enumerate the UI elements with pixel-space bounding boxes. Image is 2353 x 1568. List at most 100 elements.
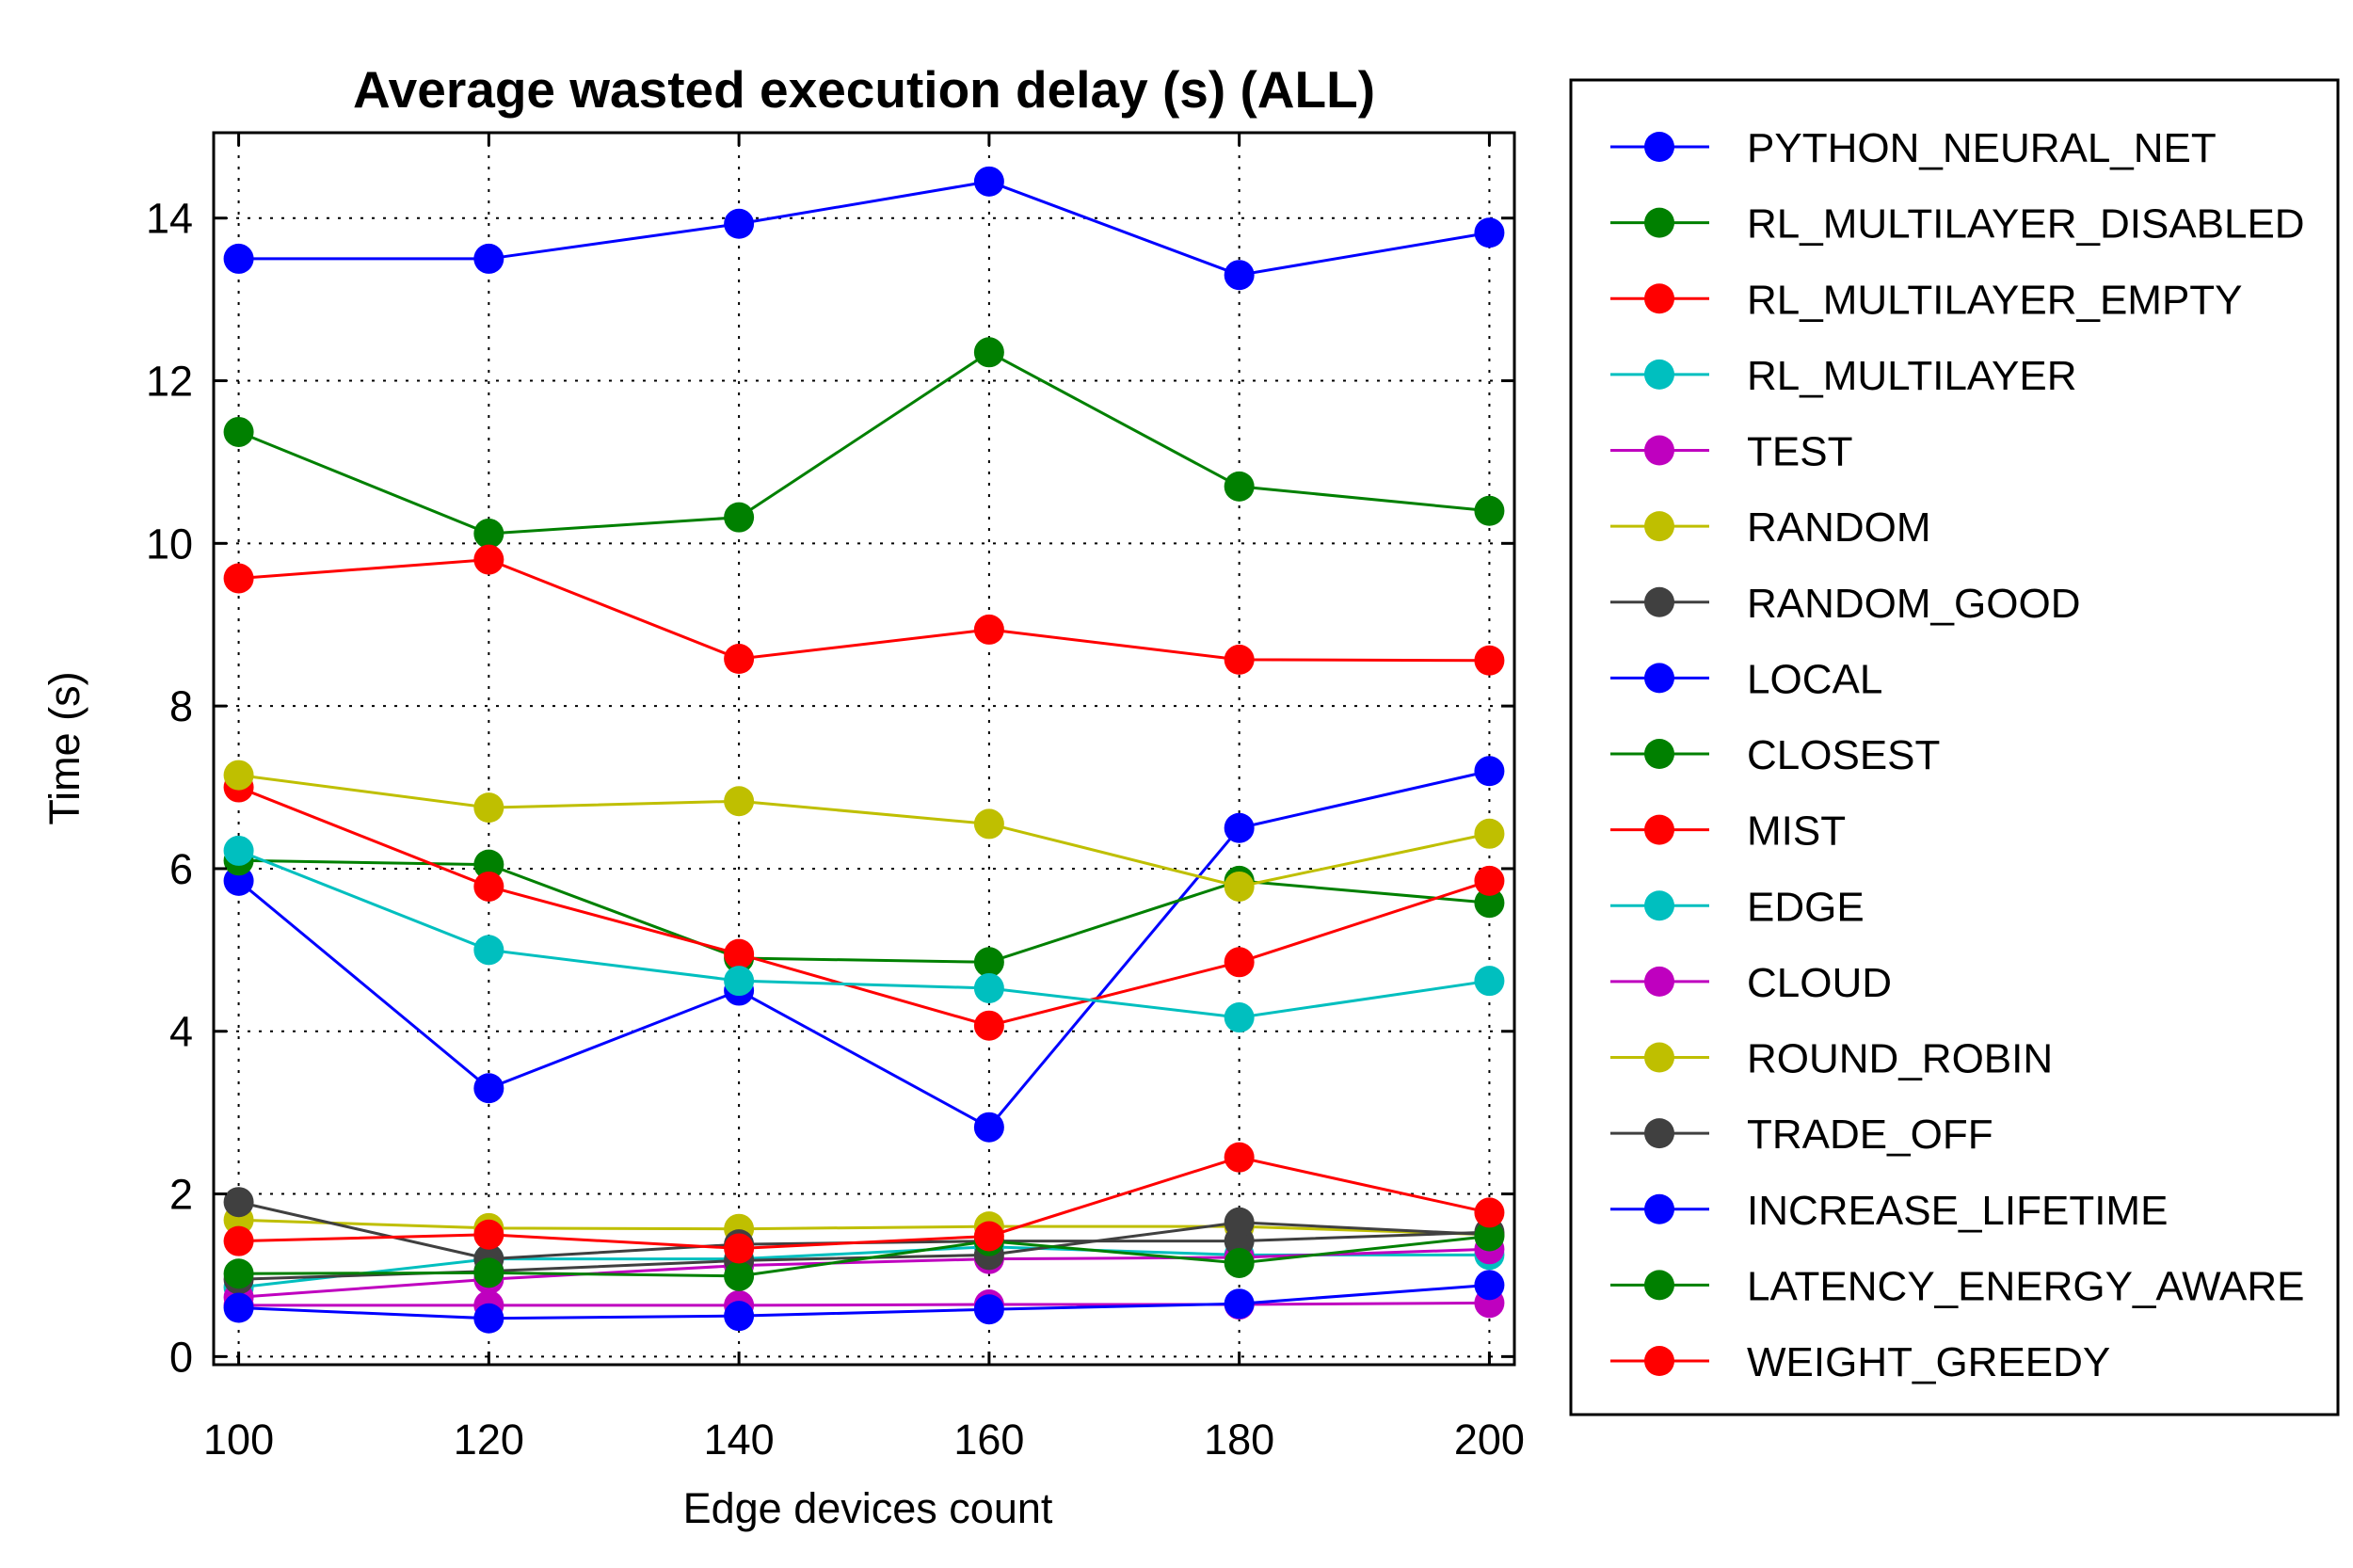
axis-ticks: 100 120 140 160 180 200 0 2 4 6 8 10 12 14 (146, 133, 1525, 1464)
series (223, 337, 1505, 549)
legend-entry: LOCAL (1610, 656, 1882, 702)
series-line (238, 858, 1490, 964)
data-point (1224, 1247, 1255, 1278)
data-point (973, 337, 1004, 368)
y-tick-label: 4 (169, 1008, 193, 1056)
x-tick-label: 180 (1204, 1416, 1274, 1464)
y-tick-label: 2 (169, 1171, 193, 1219)
legend-entry: CLOSEST (1610, 732, 1940, 778)
legend-marker (1644, 511, 1674, 542)
y-tick-label: 12 (146, 358, 193, 406)
data-point (1474, 1270, 1505, 1301)
legend-marker (1644, 739, 1674, 769)
data-point (1224, 947, 1255, 978)
legend-marker (1644, 283, 1674, 314)
data-point (1474, 756, 1505, 787)
data-point (223, 243, 254, 274)
series (223, 845, 1505, 978)
data-point (1224, 260, 1255, 291)
legend-entry: RANDOM_GOOD (1610, 581, 2080, 627)
legend-label: MIST (1747, 808, 1846, 855)
data-point (473, 1303, 504, 1334)
y-tick-label: 10 (146, 520, 193, 568)
data-point (973, 166, 1004, 197)
legend-entry: MIST (1610, 808, 1846, 855)
legend-marker (1644, 1346, 1674, 1376)
legend-label: RL_MULTILAYER (1747, 353, 2076, 399)
legend-label: PYTHON_NEURAL_NET (1747, 125, 2217, 171)
series-line (238, 1221, 1490, 1281)
data-point (1474, 865, 1505, 896)
legend-marker (1644, 814, 1674, 845)
data-point (473, 871, 504, 902)
data-point (724, 502, 755, 533)
legend-marker (1644, 890, 1674, 921)
legend-label: LATENCY_ENERGY_AWARE (1747, 1263, 2305, 1309)
series-line (238, 774, 1490, 888)
data-point (473, 243, 504, 274)
x-tick-label: 120 (454, 1416, 524, 1464)
data-point (223, 416, 254, 447)
data-point (223, 1258, 254, 1289)
gridlines (214, 133, 1514, 1365)
legend-entry: RL_MULTILAYER (1610, 353, 2076, 399)
legend-marker (1644, 663, 1674, 694)
legend: PYTHON_NEURAL_NET RL_MULTILAYER_DISABLED R… (1569, 78, 2340, 1416)
data-point (473, 544, 504, 575)
series-line (238, 786, 1490, 1028)
data-point (473, 1257, 504, 1288)
data-point (1474, 645, 1505, 676)
data-point (724, 786, 755, 817)
series (223, 772, 1505, 1041)
data-point (724, 966, 755, 997)
data-point (223, 760, 254, 791)
legend-label: RL_MULTILAYER_DISABLED (1747, 201, 2305, 248)
data-point (1474, 818, 1505, 849)
legend-label: ROUND_ROBIN (1747, 1036, 2053, 1082)
legend-marker (1644, 586, 1674, 617)
legend-label: EDGE (1747, 884, 1865, 930)
y-tick-label: 8 (169, 682, 193, 730)
data-point (973, 1221, 1004, 1252)
data-point (973, 947, 1004, 978)
legend-marker (1644, 1193, 1674, 1224)
series-line (238, 1247, 1490, 1299)
data-point (1474, 217, 1505, 248)
legend-entry: WEIGHT_GREEDY (1610, 1339, 2110, 1385)
series (223, 544, 1505, 676)
legend-marker (1644, 435, 1674, 466)
data-point (724, 938, 755, 969)
legend-entry: RL_MULTILAYER_DISABLED (1610, 201, 2305, 248)
legend-marker (1644, 132, 1674, 162)
series-line (238, 1301, 1490, 1307)
series-line (238, 1218, 1490, 1237)
legend-entry: INCREASE_LIFETIME (1610, 1188, 2168, 1234)
chart-title: Average wasted execution delay (s) (ALL) (353, 60, 1375, 119)
y-tick-label: 14 (146, 195, 193, 243)
data-point (223, 835, 254, 866)
legend-marker (1644, 207, 1674, 238)
data-point (1224, 644, 1255, 675)
legend-label: CLOSEST (1747, 732, 1940, 778)
y-tick-label: 6 (169, 845, 193, 893)
legend-label: WEIGHT_GREEDY (1747, 1339, 2110, 1385)
legend-marker (1644, 1118, 1674, 1149)
legend-label: RL_MULTILAYER_EMPTY (1747, 277, 2243, 323)
data-point (1224, 471, 1255, 502)
series-line (238, 1234, 1490, 1278)
legend-entry: RANDOM (1610, 504, 1931, 551)
legend-label: RANDOM_GOOD (1747, 581, 2080, 627)
legend-label: TEST (1747, 429, 1852, 475)
series (223, 1207, 1505, 1295)
x-tick-label: 100 (203, 1416, 274, 1464)
legend-marker (1644, 1270, 1674, 1301)
y-axis-label: Time (s) (40, 671, 88, 824)
data-point (973, 1112, 1004, 1143)
legend-entries: PYTHON_NEURAL_NET RL_MULTILAYER_DISABLED R… (1610, 125, 2305, 1385)
series-line (238, 1200, 1490, 1261)
series-layer (223, 166, 1505, 1334)
data-point (973, 1010, 1004, 1041)
data-point (1474, 1197, 1505, 1228)
data-point (1224, 1142, 1255, 1173)
